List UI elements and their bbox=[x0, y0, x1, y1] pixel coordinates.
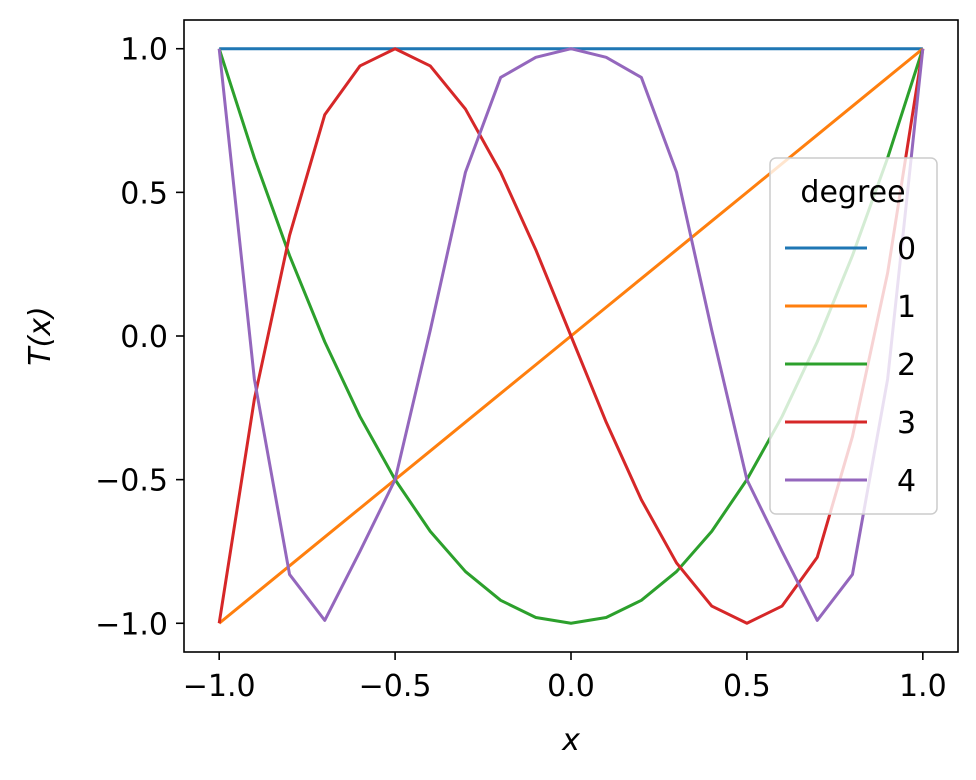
x-tick-label: 0.5 bbox=[723, 669, 771, 704]
x-axis-ticks: −1.0 −0.5 0.0 0.5 1.0 bbox=[183, 652, 947, 704]
y-tick-label: 1.0 bbox=[120, 33, 168, 68]
legend-items: 0 1 2 3 4 bbox=[785, 232, 916, 499]
y-axis-ticks: −1.0 −0.5 0.0 0.5 1.0 bbox=[95, 33, 184, 642]
x-tick-label: 0.0 bbox=[547, 669, 595, 704]
x-axis-label: x bbox=[561, 723, 580, 758]
series-line-degree-4 bbox=[217, 47, 925, 622]
legend: degree 0 1 2 3 4 bbox=[769, 157, 938, 515]
legend-label: 0 bbox=[897, 232, 916, 267]
y-tick-label: 0.5 bbox=[120, 176, 168, 211]
legend-label: 3 bbox=[897, 406, 916, 441]
y-tick-label: −1.0 bbox=[95, 607, 168, 642]
y-axis-label: T(x) bbox=[23, 306, 58, 366]
series-layer bbox=[217, 47, 925, 625]
x-tick-label: −0.5 bbox=[359, 669, 432, 704]
legend-item-degree-1: 1 bbox=[785, 290, 916, 325]
legend-box bbox=[769, 157, 938, 515]
legend-label: 1 bbox=[897, 290, 916, 325]
legend-label: 2 bbox=[897, 348, 916, 383]
legend-item-degree-3: 3 bbox=[785, 406, 916, 441]
y-tick-label: 0.0 bbox=[120, 320, 168, 355]
legend-item-degree-4: 4 bbox=[785, 464, 916, 499]
legend-item-degree-2: 2 bbox=[785, 348, 916, 383]
legend-label: 4 bbox=[897, 464, 916, 499]
series-line-degree-3 bbox=[217, 47, 925, 625]
y-tick-label: −0.5 bbox=[95, 464, 168, 499]
x-tick-label: 1.0 bbox=[899, 669, 947, 704]
legend-title: degree bbox=[800, 175, 905, 210]
x-tick-label: −1.0 bbox=[183, 669, 256, 704]
legend-item-degree-0: 0 bbox=[785, 232, 916, 267]
